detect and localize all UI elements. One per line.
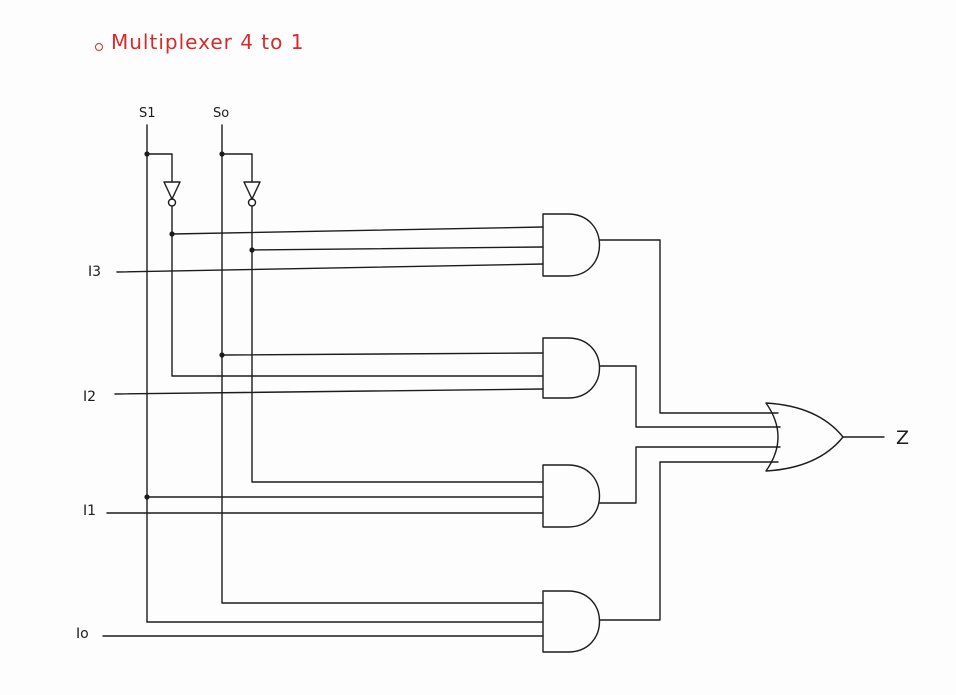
or-gate <box>765 402 844 472</box>
wire-and2-out <box>599 365 781 428</box>
junction-dot <box>219 151 225 157</box>
label-i2: I2 <box>83 389 96 405</box>
junction-dot <box>169 231 175 237</box>
label-z: Z <box>896 427 909 449</box>
wire-not-s0 <box>251 205 544 483</box>
not-gate-s1-triangle <box>163 181 181 200</box>
title-text: Multiplexer 4 to 1 <box>111 30 305 54</box>
title-bullet <box>95 42 103 51</box>
wire-and3-out <box>599 446 781 504</box>
label-i1: I1 <box>83 503 96 519</box>
wire-i2 <box>114 388 544 395</box>
junction-dot <box>144 494 150 500</box>
junction-dot <box>249 247 255 253</box>
wire-and1-out <box>599 239 779 414</box>
and-gate-3 <box>542 464 601 528</box>
not-gate-s0-bubble <box>247 198 257 207</box>
wire-and1-in1 <box>171 226 544 235</box>
not-gate-s0-triangle <box>243 181 261 200</box>
wire-s0 <box>221 124 544 604</box>
label-s1: S1 <box>139 106 156 121</box>
and-gate-2 <box>542 337 601 399</box>
wire-s0-to-not <box>221 153 253 183</box>
junction-dot <box>219 352 225 358</box>
label-i3: I3 <box>88 264 101 280</box>
label-i0: Io <box>76 626 89 642</box>
wire-and4-out <box>599 461 779 621</box>
wire-and2-in1 <box>221 352 544 356</box>
wire-not-s1 <box>171 205 544 377</box>
junction-dot <box>144 151 150 157</box>
wire-and1-in2 <box>251 246 544 251</box>
wire-s1-to-not <box>146 153 173 183</box>
and-gate-4 <box>542 590 601 653</box>
label-s0: So <box>213 106 229 121</box>
not-gate-s1-bubble <box>167 198 177 207</box>
and-gate-1 <box>542 213 601 277</box>
page-title: Multiplexer 4 to 1 <box>95 30 304 54</box>
wire-i3 <box>116 263 544 273</box>
